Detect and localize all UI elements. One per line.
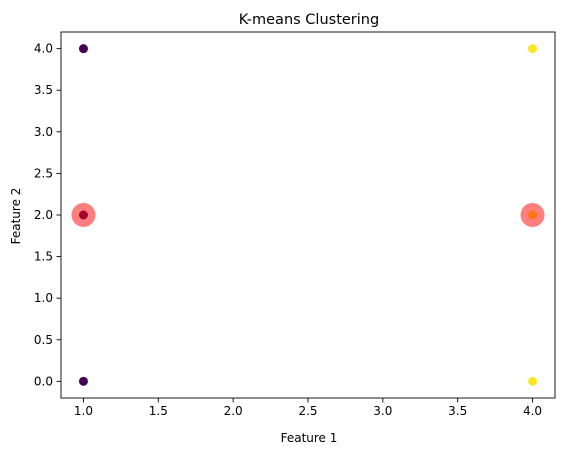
data-point [528,44,538,54]
data-point [528,376,538,386]
y-tick-label: 2.5 [34,166,53,180]
y-tick-label: 1.5 [34,250,53,264]
x-tick-label: 3.0 [373,404,392,418]
x-tick-label: 2.0 [224,404,243,418]
x-tick-label: 1.0 [74,404,93,418]
centroid-marker [520,203,545,227]
plot-area [61,32,555,398]
data-point [78,376,88,386]
y-tick-label: 0.0 [34,374,53,388]
y-axis-label: Feature 2 [9,188,23,245]
y-tick-label: 3.5 [34,83,53,97]
data-point [78,44,88,54]
y-tick-label: 3.0 [34,125,53,139]
y-tick-label: 4.0 [34,42,53,56]
x-tick-label: 2.5 [298,404,317,418]
x-tick-label: 4.0 [523,404,542,418]
chart-title: K-means Clustering [239,12,379,28]
x-axis-label: Feature 1 [281,431,338,445]
plot-background [61,32,555,398]
x-tick-label: 1.5 [149,404,168,418]
x-tick-label: 3.5 [448,404,467,418]
centroid-marker [71,203,96,227]
y-tick-label: 1.0 [34,291,53,305]
axes: 1.0 1.5 2.0 2.5 3.0 3.5 4.0 0.0 0.5 1.0 1.5 2.0 2.5 3… [34,31,556,418]
y-tick-label: 2.0 [34,208,53,222]
centroid-markers [71,203,545,227]
y-tick-label: 0.5 [34,333,53,347]
